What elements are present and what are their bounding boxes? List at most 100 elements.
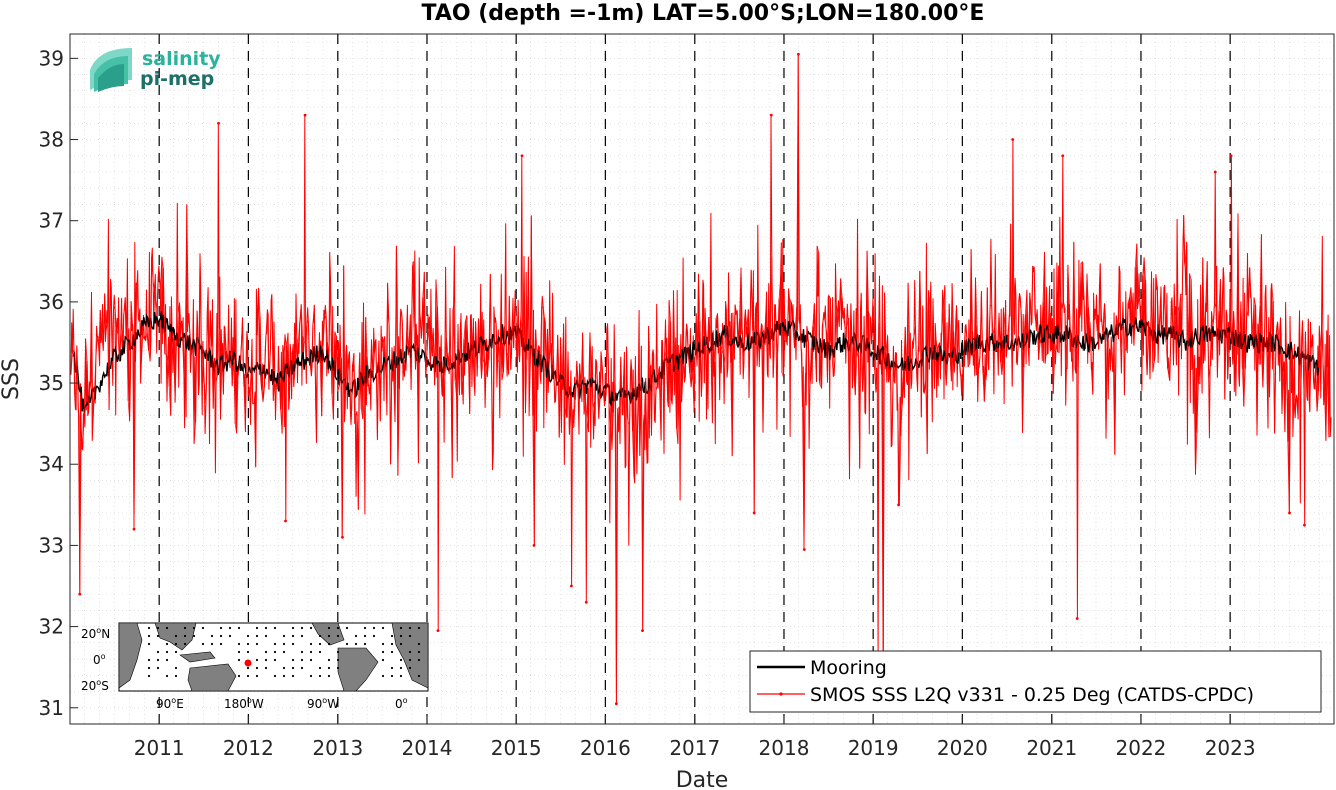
tao-mooring-dot bbox=[336, 658, 340, 662]
smos-outlier-point bbox=[584, 600, 588, 604]
tao-mooring-dot bbox=[165, 626, 169, 630]
tao-mooring-dot bbox=[399, 634, 403, 638]
tao-mooring-dot bbox=[408, 634, 412, 638]
tao-mooring-dot bbox=[264, 626, 268, 630]
tao-mooring-dot bbox=[174, 674, 178, 678]
tao-mooring-dot bbox=[363, 642, 367, 646]
tao-mooring-dot bbox=[264, 650, 268, 654]
x-tick-label: 2017 bbox=[669, 736, 720, 760]
tao-mooring-dot bbox=[300, 666, 304, 670]
y-tick-label: 38 bbox=[39, 128, 64, 152]
x-tick-label: 2015 bbox=[491, 736, 542, 760]
tao-mooring-dot bbox=[336, 634, 340, 638]
tao-mooring-dot bbox=[291, 634, 295, 638]
tao-mooring-dot bbox=[390, 666, 394, 670]
tao-mooring-dot bbox=[399, 674, 403, 678]
logo-text-line1: salinity bbox=[142, 48, 221, 70]
tao-mooring-dot bbox=[372, 626, 376, 630]
tao-mooring-dot bbox=[354, 642, 358, 646]
smos-outlier-point bbox=[1229, 154, 1233, 158]
x-tick-label: 2023 bbox=[1205, 736, 1256, 760]
tao-mooring-dot bbox=[192, 626, 196, 630]
series-smos-overlay bbox=[70, 54, 1331, 704]
legend: Mooring SMOS SSS L2Q v331 - 0.25 Deg (CA… bbox=[749, 650, 1322, 713]
x-tick-label: 2013 bbox=[312, 736, 363, 760]
tao-mooring-dot bbox=[246, 666, 250, 670]
map-lat-label-20n: 20oN bbox=[81, 626, 110, 641]
tao-mooring-dot bbox=[417, 674, 421, 678]
smos-outlier-point bbox=[796, 52, 800, 56]
tao-mooring-dot bbox=[381, 658, 385, 662]
tao-mooring-dot bbox=[282, 642, 286, 646]
tao-mooring-dot bbox=[318, 634, 322, 638]
x-tick-label: 2018 bbox=[759, 736, 810, 760]
logo-text-line2: pi-mep bbox=[140, 68, 214, 90]
tao-mooring-dot bbox=[183, 642, 187, 646]
map-lon-label-90e: 90oE bbox=[156, 696, 184, 711]
y-tick-label: 32 bbox=[39, 615, 64, 639]
tao-mooring-dot bbox=[390, 634, 394, 638]
y-tick-label: 31 bbox=[39, 696, 64, 720]
tao-mooring-dot bbox=[255, 626, 259, 630]
tao-mooring-dot bbox=[219, 642, 223, 646]
tao-mooring-dot bbox=[282, 634, 286, 638]
y-tick-label: 35 bbox=[39, 371, 64, 395]
tao-mooring-dot bbox=[336, 666, 340, 670]
series-layer bbox=[70, 52, 1332, 706]
tao-mooring-dot bbox=[309, 650, 313, 654]
smos-outlier-point bbox=[520, 154, 524, 158]
y-tick-label: 37 bbox=[39, 209, 64, 233]
tao-mooring-dot bbox=[147, 642, 151, 646]
tao-mooring-dot bbox=[363, 634, 367, 638]
tao-mooring-dot bbox=[210, 642, 214, 646]
tao-mooring-dot bbox=[327, 626, 331, 630]
tao-mooring-dot bbox=[273, 650, 277, 654]
tao-mooring-dot bbox=[318, 650, 322, 654]
smos-outlier-point bbox=[752, 511, 756, 515]
plot-frame bbox=[69, 33, 1335, 725]
tao-mooring-dot bbox=[264, 658, 268, 662]
tao-mooring-dot bbox=[408, 650, 412, 654]
tao-mooring-dot bbox=[237, 674, 241, 678]
tao-mooring-dot bbox=[327, 666, 331, 670]
tao-mooring-dot bbox=[399, 626, 403, 630]
tao-mooring-dot bbox=[309, 626, 313, 630]
tao-mooring-dot bbox=[255, 634, 259, 638]
tao-mooring-dot bbox=[291, 626, 295, 630]
x-axis-label: Date bbox=[676, 768, 729, 790]
tao-mooring-dot bbox=[147, 658, 151, 662]
tao-mooring-dot bbox=[255, 666, 259, 670]
tao-mooring-dot bbox=[246, 634, 250, 638]
tao-mooring-dot bbox=[318, 666, 322, 670]
tao-mooring-dot bbox=[291, 666, 295, 670]
tao-mooring-dot bbox=[291, 674, 295, 678]
x-tick-label: 2022 bbox=[1116, 736, 1167, 760]
tao-mooring-dot bbox=[273, 674, 277, 678]
y-axis-label: SSS bbox=[0, 358, 24, 400]
tao-mooring-dot bbox=[147, 666, 151, 670]
y-tick-label: 34 bbox=[39, 452, 64, 476]
tao-mooring-dot bbox=[156, 650, 160, 654]
tao-mooring-dot bbox=[237, 642, 241, 646]
tao-mooring-dot bbox=[309, 658, 313, 662]
tao-mooring-dot bbox=[318, 674, 322, 678]
logo: salinity pi-mep bbox=[90, 48, 221, 92]
x-tick-label: 2020 bbox=[937, 736, 988, 760]
tao-mooring-dot bbox=[282, 650, 286, 654]
tao-mooring-dot bbox=[210, 634, 214, 638]
tao-mooring-dot bbox=[417, 658, 421, 662]
tao-mooring-dot bbox=[156, 626, 160, 630]
tao-mooring-dot bbox=[345, 626, 349, 630]
tao-mooring-dot bbox=[363, 626, 367, 630]
tao-mooring-dot bbox=[327, 634, 331, 638]
x-tick-label: 2021 bbox=[1026, 736, 1077, 760]
tao-mooring-dot bbox=[237, 658, 241, 662]
smos-outlier-point bbox=[78, 592, 82, 596]
smos-outlier-point bbox=[1061, 154, 1065, 158]
tao-mooring-dot bbox=[246, 650, 250, 654]
tao-mooring-dot bbox=[219, 626, 223, 630]
smos-outlier-point bbox=[641, 629, 644, 633]
tao-mooring-dot bbox=[381, 650, 385, 654]
x-tick-label: 2011 bbox=[134, 736, 185, 760]
smos-outlier-point bbox=[614, 702, 618, 706]
